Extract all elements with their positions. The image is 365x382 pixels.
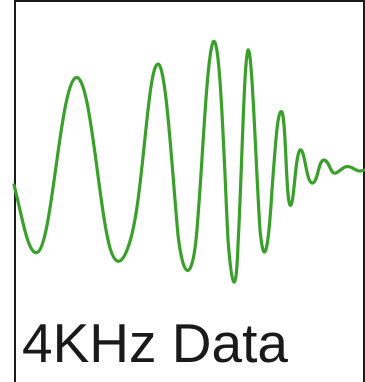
caption-label: 4KHz Data	[22, 312, 288, 374]
frame-border-top	[14, 0, 365, 2]
waveform-line	[12, 39, 365, 284]
frame-border-right	[363, 0, 365, 382]
